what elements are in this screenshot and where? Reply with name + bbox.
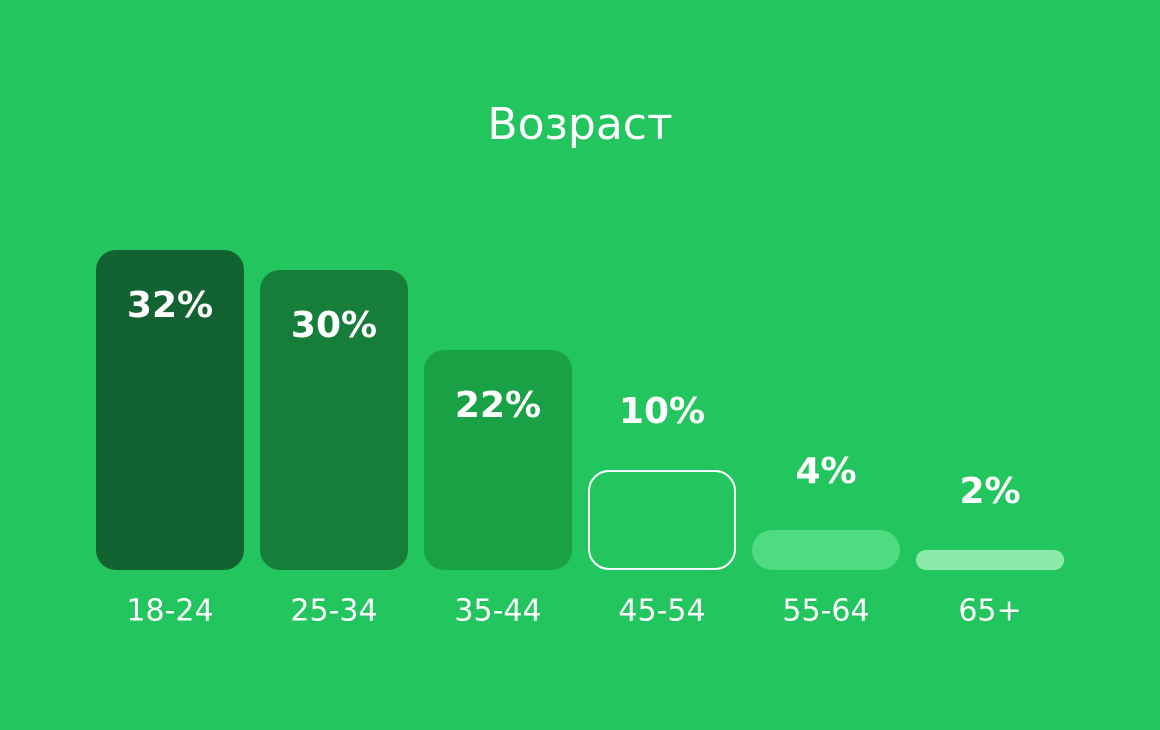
x-tick-label: 45-54	[618, 594, 705, 629]
bar	[916, 550, 1064, 570]
chart-title: Возраст	[487, 99, 672, 150]
x-tick-label: 35-44	[454, 594, 541, 629]
value-label: 2%	[959, 471, 1020, 512]
bar	[96, 250, 244, 570]
x-tick-label: 55-64	[782, 594, 869, 629]
value-label: 30%	[291, 305, 377, 346]
x-tick-label: 18-24	[126, 594, 213, 629]
bar	[752, 530, 900, 570]
value-label: 10%	[619, 391, 705, 432]
x-tick-label: 25-34	[290, 594, 377, 629]
bar	[588, 470, 736, 570]
value-label: 32%	[127, 285, 213, 326]
value-label: 4%	[795, 451, 856, 492]
bar	[424, 350, 572, 570]
x-tick-label: 65+	[958, 594, 1021, 629]
value-label: 22%	[455, 385, 541, 426]
bar	[260, 270, 408, 570]
